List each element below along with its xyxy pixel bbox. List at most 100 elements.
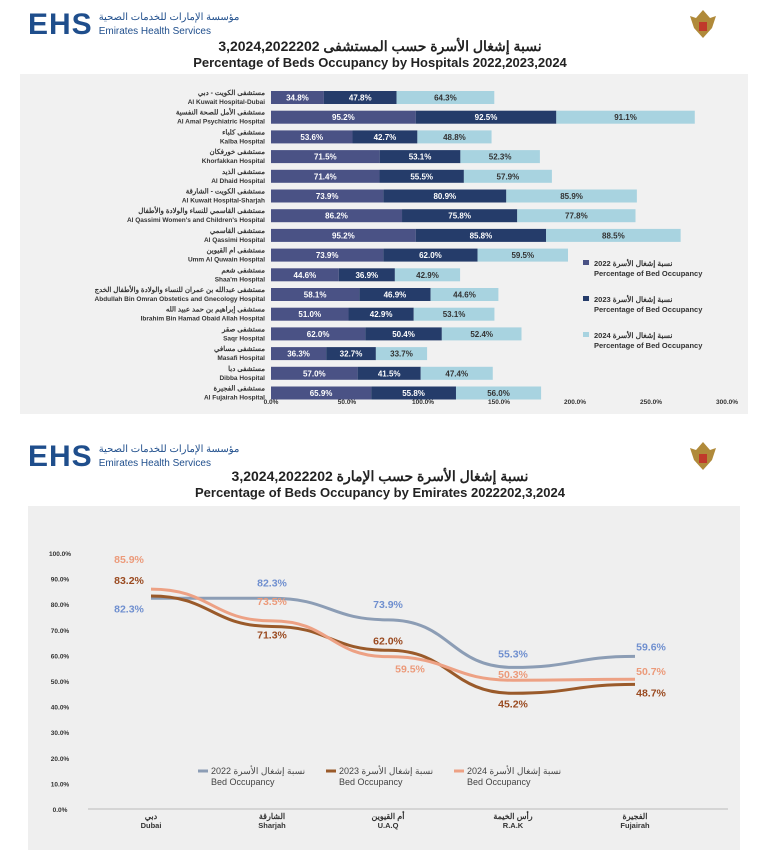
legend-label-en: Percentage of Bed Occupancy (594, 341, 703, 350)
bar-segment (546, 228, 681, 242)
bar-label: 36.3% (287, 350, 310, 359)
data-label: 50.7% (636, 666, 666, 678)
bar-label: 62.0% (307, 330, 330, 339)
bar-segment (379, 150, 461, 164)
uae-emblem-icon (690, 10, 716, 38)
bar-segment (359, 288, 431, 301)
x-tick-label: 150.0% (488, 399, 510, 406)
bar-segment (352, 130, 418, 144)
bar-segment (375, 347, 428, 361)
bar-segment (371, 386, 456, 400)
bar-label: 53.6% (300, 133, 323, 142)
category-label-en: Dubai (141, 821, 162, 830)
bar-segment (348, 307, 414, 321)
series-line (150, 596, 636, 669)
data-label: 59.6% (636, 641, 666, 653)
x-tick-label: 250.0% (640, 399, 662, 406)
category-label-en: Al Qassimi Hospital (204, 237, 265, 244)
bar-label: 73.9% (316, 251, 339, 260)
bar-label: 44.6% (294, 271, 317, 280)
bar-segment (271, 169, 380, 183)
category-label-en: Shaa'm Hospital (215, 276, 266, 283)
bar-segment (271, 91, 324, 104)
bar-label: 53.1% (409, 153, 432, 162)
bar-label: 75.8% (448, 212, 471, 221)
series-line (150, 587, 636, 682)
legend-swatch (583, 260, 589, 265)
org-name-ar: مؤسسة الإمارات للخدمات الصحية (98, 444, 240, 455)
bar-segment (455, 386, 542, 400)
data-label: 83.2% (114, 575, 144, 587)
category-label-ar: مستشفى صقر (221, 326, 265, 333)
bar-label: 88.5% (602, 231, 625, 240)
y-tick-label: 20.0% (51, 756, 70, 763)
bar-segment (338, 268, 395, 282)
bar-segment (323, 91, 397, 104)
category-label-ar: أم القيوين (372, 809, 405, 822)
category-label-en: Al Kuwait Hospital-Sharjah (182, 198, 265, 205)
category-label-en: Al Fujairah Hospital (204, 395, 265, 402)
data-label: 73.5% (257, 596, 287, 608)
data-label: 82.3% (114, 603, 144, 615)
y-tick-label: 60.0% (51, 653, 70, 660)
legend-label: نسبة إشغال الأسرة 2023 (339, 765, 433, 777)
bar-segment (420, 366, 493, 380)
y-tick-label: 50.0% (51, 679, 70, 686)
category-label-en: Khorfakkan Hospital (202, 158, 265, 165)
bar-label: 41.5% (378, 369, 401, 378)
category-label-en: Fujairah (620, 821, 650, 830)
category-label-en: Al Amal Psychiatric Hospital (177, 119, 265, 126)
bar-segment (394, 268, 461, 282)
category-label-en: Ibrahim Bin Hamad Obaid Allah Hospital (141, 316, 266, 323)
logo-text: EHS (28, 440, 93, 473)
bar-segment (379, 169, 464, 183)
bar-segment (383, 248, 478, 262)
category-label-en: Al Dhaid Hospital (211, 178, 265, 185)
bar-segment (271, 307, 349, 321)
legend-swatch (583, 296, 589, 301)
bar-label: 86.2% (325, 212, 348, 221)
data-label: 85.9% (114, 554, 144, 566)
bar-label: 91.1% (614, 113, 637, 122)
bar-segment (271, 228, 416, 242)
category-label-ar: رأس الخيمة (493, 809, 532, 822)
bar-segment (271, 110, 416, 124)
bar-label: 52.4% (470, 330, 493, 339)
bar-label: 55.5% (410, 172, 433, 181)
data-label: 73.9% (373, 599, 403, 611)
category-label-ar: مستشفى الكويت - الشارقة (186, 188, 265, 196)
bar-label: 77.8% (565, 212, 588, 221)
bar-label: 57.9% (497, 172, 520, 181)
series-line (150, 594, 636, 695)
bar-segment (271, 386, 372, 400)
bar-label: 47.8% (349, 94, 372, 103)
bar-label: 71.5% (314, 153, 337, 162)
category-label-en: R.A.K (503, 821, 524, 830)
bar-label: 85.9% (560, 192, 583, 201)
bar-label: 32.7% (340, 350, 363, 359)
bar-label: 42.7% (374, 133, 397, 142)
ehs-logo: EHS مؤسسة الإمارات للخدمات الصحية Emirate… (28, 8, 239, 42)
category-label-ar: مستشفى إبراهيم بن حمد عبيد الله (166, 306, 265, 314)
bar-label: 48.8% (443, 133, 466, 142)
x-tick-label: 200.0% (564, 399, 586, 406)
data-label: 48.7% (636, 687, 666, 699)
bar-label: 34.8% (286, 94, 309, 103)
title-en: Percentage of Beds Occupancy by Hospital… (193, 55, 567, 70)
y-tick-label: 10.0% (51, 781, 70, 788)
bar-segment (556, 110, 695, 124)
bar-label: 50.4% (392, 330, 415, 339)
ehs-logo-2: EHS مؤسسة الإمارات للخدمات الصحية Emirate… (28, 440, 239, 474)
category-label-ar: مستشفى عبدالله بن عمران للنساء والولادة … (95, 284, 266, 294)
bar-label: 58.1% (304, 291, 327, 300)
org-name-ar: مؤسسة الإمارات للخدمات الصحية (98, 12, 240, 23)
title-en: Percentage of Beds Occupancy by Emirates… (195, 485, 565, 500)
x-tick-label: 300.0% (716, 399, 738, 406)
bar-label: 65.9% (310, 389, 333, 398)
category-label-ar: مستشفى الأمل للصحة النفسية (176, 107, 265, 117)
bar-segment (517, 209, 636, 223)
logo-text: EHS (28, 8, 93, 41)
category-label-en: Masafi Hospital (217, 355, 265, 362)
bar-label: 56.0% (487, 389, 510, 398)
